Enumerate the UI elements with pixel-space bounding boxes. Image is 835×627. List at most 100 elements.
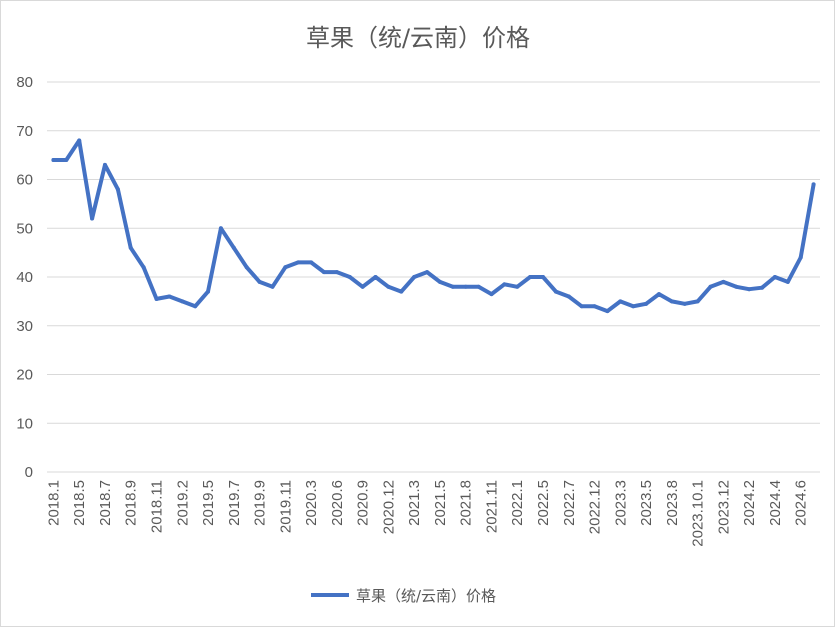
data-point: [644, 301, 649, 306]
x-tick-label: 2020.6: [329, 480, 346, 526]
data-point: [206, 289, 211, 294]
data-point: [541, 275, 546, 279]
x-tick-label: 2018.7: [97, 480, 114, 526]
data-point: [747, 287, 752, 292]
data-point: [373, 275, 378, 279]
x-tick-label: 2018.1: [45, 480, 62, 526]
data-point: [154, 296, 159, 301]
data-point: [425, 270, 430, 275]
x-tick-label: 2021.3: [406, 480, 423, 526]
data-point: [360, 284, 365, 289]
data-point: [798, 255, 803, 260]
data-point: [811, 182, 816, 187]
data-point: [296, 260, 301, 265]
legend: 草果（统/云南）价格: [311, 587, 496, 605]
y-tick-label: 60: [16, 172, 33, 189]
data-point: [102, 162, 107, 167]
x-tick-label: 2020.12: [380, 480, 397, 534]
series-line: [51, 138, 816, 314]
data-point: [412, 275, 417, 279]
data-point: [321, 270, 326, 275]
data-point: [257, 279, 262, 284]
x-tick-label: 2023.10.1: [690, 480, 707, 547]
data-point: [592, 304, 597, 309]
legend-label: 草果（统/云南）价格: [356, 587, 496, 605]
data-point: [347, 275, 352, 279]
data-point: [437, 279, 442, 284]
data-point: [90, 216, 95, 221]
data-point: [682, 301, 687, 306]
x-tick-label: 2022.7: [561, 480, 578, 526]
data-point: [566, 294, 571, 299]
data-point: [309, 260, 314, 265]
y-tick-label: 50: [16, 220, 33, 237]
x-tick-label: 2019.11: [277, 480, 294, 533]
data-point: [386, 284, 391, 289]
y-axis-ticks: 0 10 20 30 40 50 60 70 80: [16, 74, 33, 481]
x-tick-label: 2024.4: [767, 480, 784, 526]
data-point: [167, 294, 172, 299]
x-tick-label: 2023.3: [612, 480, 629, 526]
y-tick-label: 30: [16, 318, 33, 335]
data-point: [695, 299, 700, 304]
data-point: [77, 138, 82, 143]
x-tick-label: 2021.11: [483, 480, 500, 533]
x-tick-label: 2019.7: [226, 480, 243, 526]
x-tick-label: 2019.5: [200, 480, 217, 526]
data-point: [463, 284, 468, 289]
x-tick-label: 2024.2: [741, 480, 758, 526]
x-tick-label: 2023.5: [638, 480, 655, 526]
data-point: [193, 304, 198, 309]
data-point: [528, 275, 533, 279]
y-tick-label: 40: [16, 269, 33, 286]
data-point: [605, 309, 610, 314]
x-tick-label: 2024.6: [793, 480, 810, 526]
data-point: [128, 245, 133, 250]
data-point: [631, 304, 636, 309]
data-point: [450, 284, 455, 289]
data-point: [64, 158, 69, 162]
data-point: [656, 292, 661, 297]
x-tick-label: 2021.8: [458, 480, 475, 526]
data-point: [618, 299, 623, 304]
data-point: [721, 279, 726, 284]
x-axis-ticks: 2018.1 2018.5 2018.7 2018.9 2018.11 2019.2 201…: [45, 480, 809, 547]
data-point: [270, 284, 275, 289]
data-point: [553, 289, 558, 294]
x-tick-label: 2019.9: [252, 480, 269, 526]
x-tick-label: 2023.8: [664, 480, 681, 526]
x-tick-label: 2023.12: [715, 480, 732, 534]
x-tick-label: 2020.3: [303, 480, 320, 526]
y-tick-label: 0: [25, 464, 33, 481]
y-tick-label: 70: [16, 123, 33, 140]
x-tick-label: 2020.9: [355, 480, 372, 526]
data-point: [283, 265, 288, 270]
x-tick-label: 2022.5: [535, 480, 552, 526]
data-point: [515, 284, 520, 289]
data-point: [708, 284, 713, 289]
x-tick-label: 2022.1: [509, 480, 526, 526]
x-tick-label: 2018.9: [123, 480, 140, 526]
y-tick-label: 80: [16, 74, 33, 91]
data-point: [141, 265, 146, 270]
data-point: [231, 245, 236, 250]
x-tick-label: 2018.11: [149, 480, 166, 533]
y-tick-label: 20: [16, 367, 33, 384]
data-point: [785, 279, 790, 284]
data-point: [502, 282, 507, 287]
data-point: [51, 158, 56, 162]
data-point: [115, 187, 120, 192]
data-point: [334, 270, 339, 275]
chart-title: 草果（统/云南）价格: [306, 24, 530, 52]
data-point: [669, 299, 674, 304]
data-point: [489, 292, 494, 297]
data-point: [476, 284, 481, 289]
data-point: [760, 285, 765, 290]
data-point: [218, 226, 223, 231]
x-tick-label: 2018.5: [71, 480, 88, 526]
x-tick-label: 2021.5: [432, 480, 449, 526]
x-tick-label: 2022.12: [587, 480, 604, 534]
x-tick-label: 2019.2: [174, 480, 191, 526]
